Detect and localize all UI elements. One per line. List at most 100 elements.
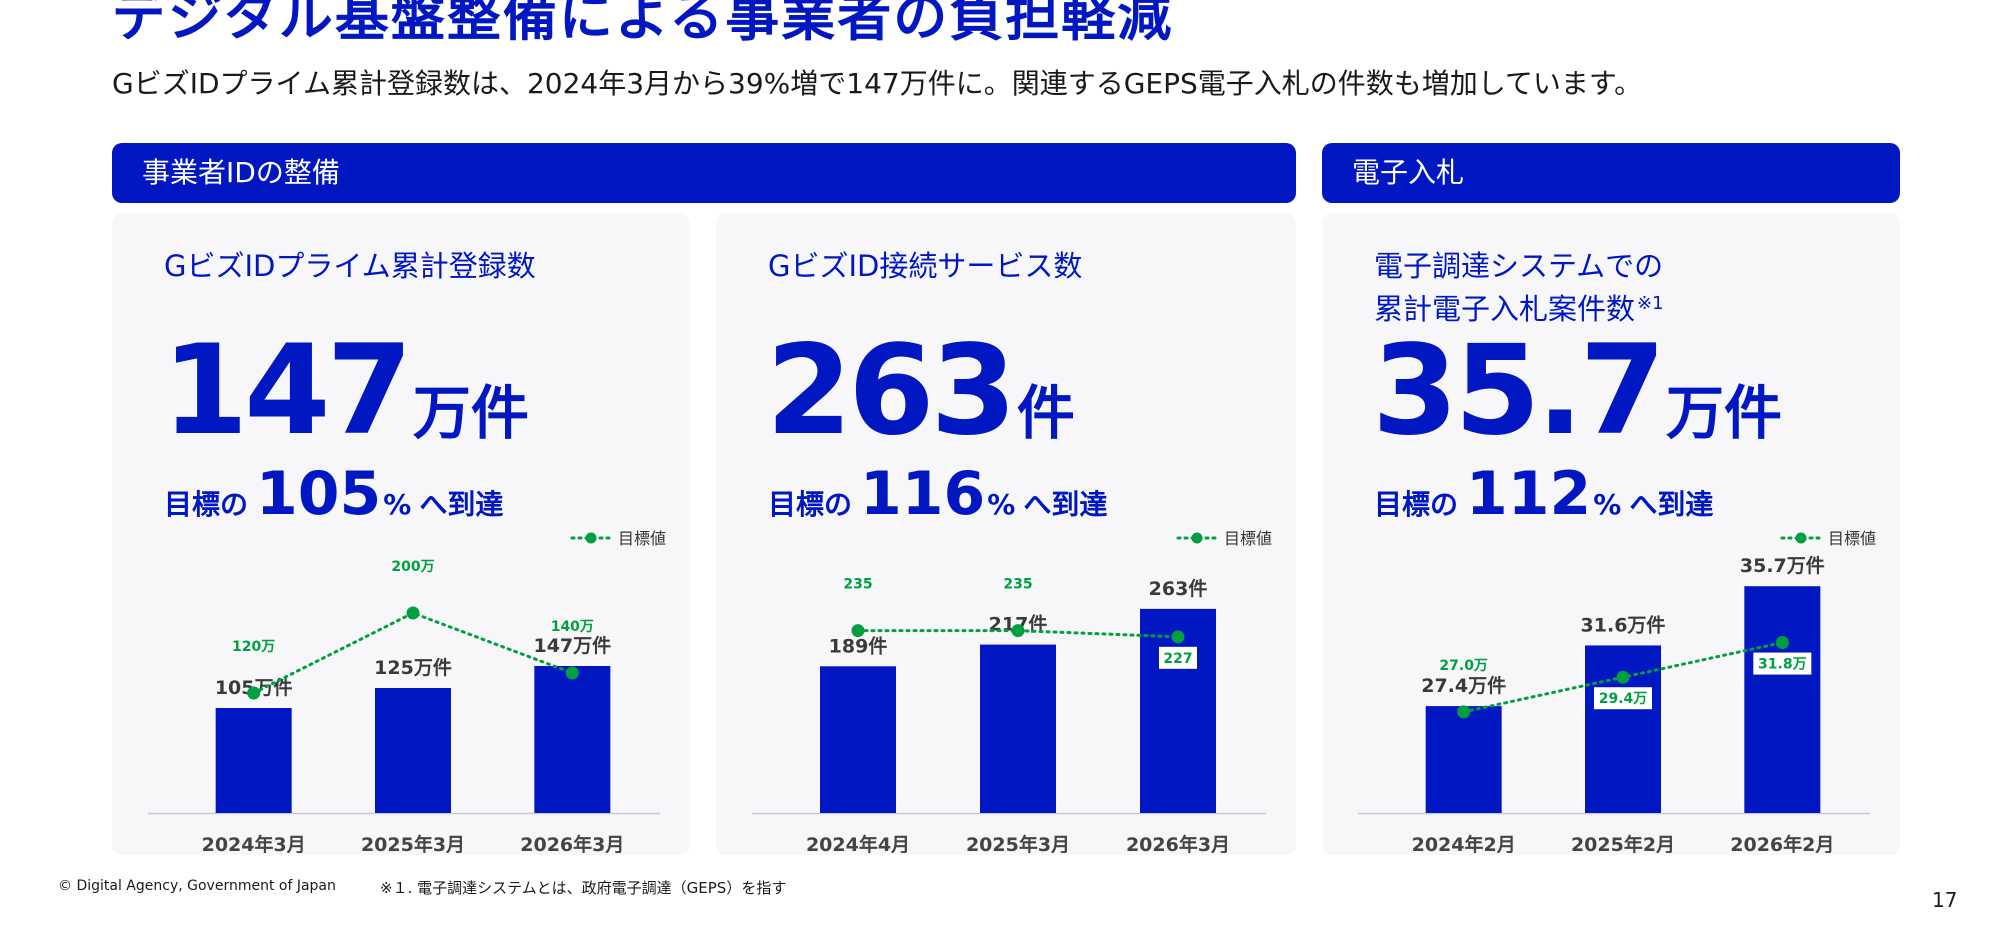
target-value-label: 200万 [391, 559, 434, 575]
section-header-e-bidding: 電子入札 [1322, 143, 1900, 203]
section-header-business-id: 事業者IDの整備 [112, 143, 1296, 203]
card-title-line2: 累計電子入札案件数 [1374, 292, 1636, 326]
x-tick-label: 2026年2月 [1730, 833, 1834, 853]
bar [534, 666, 611, 813]
kpi-value: 263件 [766, 319, 1075, 463]
card-title: GビズIDプライム累計登録数 [164, 247, 536, 285]
target-point [1171, 630, 1185, 644]
kpi-value: 147万件 [162, 319, 529, 463]
achievement-percent-sign: % [383, 488, 412, 521]
card-title-text: GビズID接続サービス数 [768, 249, 1083, 283]
target-value-label: 235 [1003, 577, 1032, 593]
bar [1744, 586, 1821, 813]
achievement-prefix: 目標の [164, 488, 249, 521]
legend-label: 目標値 [1224, 529, 1272, 548]
kpi-number: 147 [162, 319, 413, 463]
achievement-rate: 目標の 105% へ到達 [164, 459, 503, 529]
kpi-unit: 万件 [1665, 379, 1782, 447]
x-tick-label: 2025年3月 [966, 833, 1070, 853]
x-tick-label: 2026年3月 [1126, 833, 1230, 853]
section-header-label: 事業者IDの整備 [142, 156, 340, 189]
bar-value-label: 27.4万件 [1421, 674, 1506, 697]
legend-marker [1795, 532, 1807, 544]
card-title-text: GビズIDプライム累計登録数 [164, 249, 536, 283]
bar-value-label: 35.7万件 [1740, 554, 1825, 577]
achievement-suffix: へ到達 [419, 488, 504, 521]
target-point [565, 666, 579, 680]
target-point [247, 686, 261, 700]
card-title: GビズID接続サービス数 [768, 247, 1082, 285]
target-point [1457, 705, 1471, 719]
bar-value-label: 263件 [1149, 577, 1208, 600]
card-title: 電子調達システムでの 累計電子入札案件数 ※1 [1374, 247, 1664, 328]
copyright: © Digital Agency, Government of Japan [58, 878, 336, 894]
page-title: デジタル基盤整備による事業者の負担軽減 [112, 0, 1174, 48]
footnote: ※１. 電子調達システムとは、政府電子調達（GEPS）を指す [380, 879, 787, 897]
bar [375, 688, 451, 813]
bar [215, 708, 292, 813]
target-value-label: 227 [1163, 651, 1192, 667]
bar-value-label: 31.6万件 [1581, 613, 1666, 636]
bar [820, 666, 896, 813]
page-number: 17 [1932, 888, 1958, 912]
target-point [851, 624, 865, 638]
target-point [1775, 636, 1789, 650]
target-value-label: 140万 [551, 619, 594, 635]
target-line [252, 611, 574, 695]
chart-legend: 目標値 [1780, 529, 1876, 548]
section-header-label: 電子入札 [1352, 156, 1465, 189]
bar-chart-gbizid-services: 目標値189件2024年4月217件2025年3月263件2026年3月2352… [752, 529, 1272, 853]
target-point [406, 606, 420, 620]
bar [1425, 706, 1502, 813]
achievement-suffix: へ到達 [1629, 488, 1714, 521]
x-tick-label: 2024年3月 [202, 833, 306, 853]
bar-value-label: 189件 [829, 634, 888, 657]
achievement-rate: 目標の 112% へ到達 [1374, 459, 1713, 529]
bar-value-label: 125万件 [374, 656, 452, 679]
bar-value-label: 147万件 [533, 634, 611, 657]
kpi-unit: 万件 [412, 379, 529, 447]
page-subtitle: GビズIDプライム累計登録数は、2024年3月から39%増で147万件に。関連す… [112, 67, 1643, 100]
chart-legend: 目標値 [1176, 529, 1272, 548]
target-point [1011, 624, 1025, 638]
x-tick-label: 2026年3月 [520, 833, 624, 853]
achievement-rate: 目標の 116% へ到達 [768, 459, 1107, 529]
target-value-label: 27.0万 [1439, 658, 1488, 674]
x-tick-label: 2024年4月 [806, 833, 910, 853]
footnote-marker: ※1 [1637, 293, 1664, 314]
bar-chart-e-bidding: 目標値 27.4万件 2024年2月 31.6万件 2025年2月 35.7万件 2026年… [1358, 529, 1876, 853]
target-label-box [1159, 646, 1197, 669]
achievement-prefix: 目標の [1374, 488, 1459, 521]
achievement-prefix: 目標の [768, 488, 853, 521]
legend-label: 目標値 [618, 529, 666, 548]
card-title-line1: 電子調達システムでの [1374, 249, 1664, 283]
target-value-label: 235 [843, 577, 872, 593]
target-value-label: 29.4万 [1599, 691, 1648, 707]
chart-legend: 目標値 [570, 529, 666, 548]
achievement-value: 116 [860, 459, 986, 529]
x-tick-label: 2025年2月 [1571, 833, 1675, 853]
kpi-value: 35.7万件 [1372, 319, 1782, 463]
card-gbizid-services: GビズID接続サービス数 263件 目標の 116% へ到達 目標値 189件 2024… [716, 213, 1296, 855]
kpi-unit: 件 [1016, 379, 1075, 447]
kpi-number: 35.7 [1372, 319, 1666, 463]
x-tick-label: 2024年2月 [1412, 833, 1516, 853]
target-label-box [1753, 652, 1812, 675]
target-label-box [1594, 687, 1652, 710]
achievement-suffix: へ到達 [1023, 488, 1108, 521]
target-point [1616, 670, 1630, 684]
achievement-value: 112 [1466, 459, 1592, 529]
target-value-label: 120万 [232, 639, 275, 655]
legend-marker [585, 532, 597, 544]
x-tick-label: 2025年3月 [361, 833, 465, 853]
target-value-label: 31.8万 [1758, 657, 1807, 673]
legend-label: 目標値 [1828, 529, 1876, 548]
card-e-bidding: 電子調達システムでの 累計電子入札案件数 ※1 35.7万件 目標の 112% へ到達… [1322, 213, 1900, 855]
bar [980, 644, 1056, 813]
achievement-value: 105 [256, 459, 382, 529]
achievement-percent-sign: % [1593, 488, 1622, 521]
kpi-number: 263 [766, 319, 1017, 463]
achievement-percent-sign: % [987, 488, 1016, 521]
legend-marker [1191, 532, 1203, 544]
